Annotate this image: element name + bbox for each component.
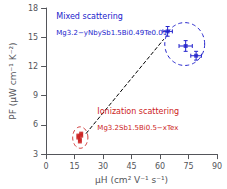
svg-text:3: 3 xyxy=(33,150,38,159)
svg-text:15: 15 xyxy=(28,33,38,42)
svg-text:0: 0 xyxy=(44,162,49,171)
svg-text:9: 9 xyxy=(33,91,38,100)
svg-text:Ionization scattering: Ionization scattering xyxy=(97,107,179,116)
svg-text:PF (μW cm⁻¹ K⁻²): PF (μW cm⁻¹ K⁻²) xyxy=(8,42,18,119)
svg-text:30: 30 xyxy=(98,162,108,171)
svg-text:75: 75 xyxy=(183,162,193,171)
svg-text:12: 12 xyxy=(28,62,38,71)
svg-text:18: 18 xyxy=(28,4,38,13)
svg-text:90: 90 xyxy=(212,162,222,171)
svg-text:15: 15 xyxy=(69,162,79,171)
svg-text:Mixed scattering: Mixed scattering xyxy=(56,12,122,21)
svg-text:60: 60 xyxy=(155,162,165,171)
svg-text:μH (cm² V⁻¹ s⁻¹): μH (cm² V⁻¹ s⁻¹) xyxy=(95,175,168,185)
svg-text:Mg3.2Sb1.5Bi0.5−xTex: Mg3.2Sb1.5Bi0.5−xTex xyxy=(97,124,178,132)
svg-text:6: 6 xyxy=(33,120,38,129)
svg-text:Mg3.2−yNbySb1.5Bi0.49Te0.01: Mg3.2−yNbySb1.5Bi0.49Te0.01 xyxy=(56,29,167,37)
svg-text:45: 45 xyxy=(126,162,136,171)
